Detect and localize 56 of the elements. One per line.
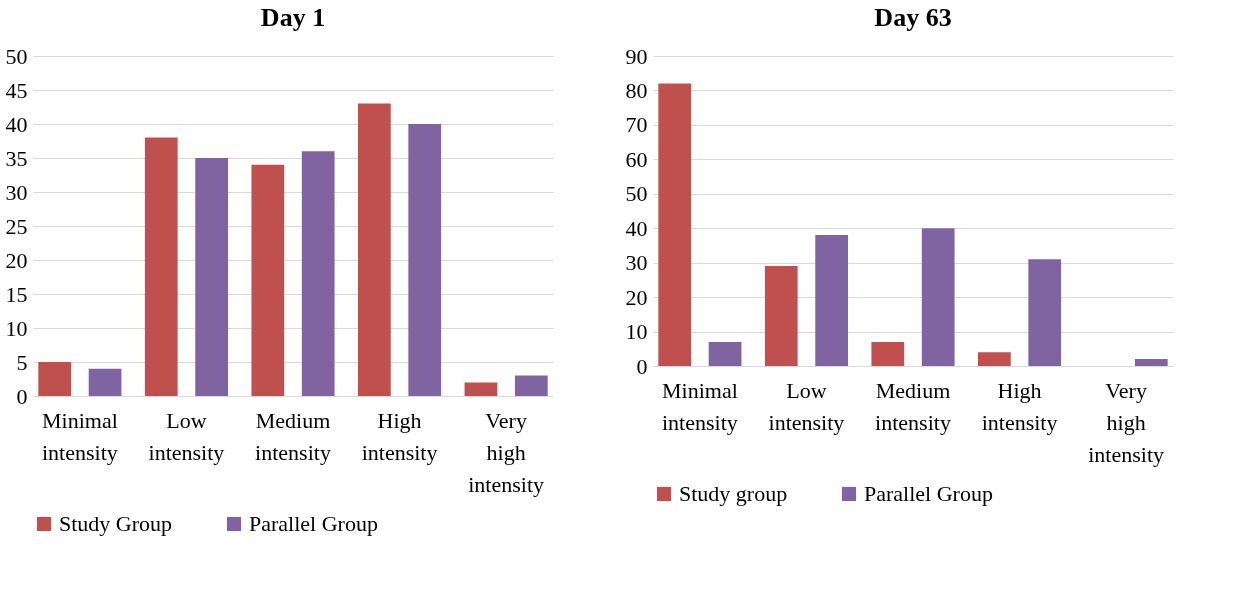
bar (144, 137, 178, 396)
y-tick-label: 60 (625, 146, 648, 172)
y-tick-label: 0 (16, 383, 28, 409)
y-tick-label: 50 (625, 181, 648, 207)
y-tick-label: 5 (16, 349, 28, 375)
chart-title: Day 63 (874, 3, 952, 32)
y-tick-label: 15 (5, 281, 28, 307)
bar (251, 164, 285, 396)
bar (1134, 359, 1168, 366)
bar (871, 341, 905, 366)
y-tick-label: 45 (5, 77, 28, 103)
chart-title: Day 1 (260, 3, 326, 32)
bar (1028, 259, 1062, 366)
y-tick-label: 20 (625, 284, 648, 310)
x-tick-label: Low intensity (148, 407, 225, 465)
bar (815, 235, 848, 366)
y-tick-label: 30 (625, 250, 648, 276)
x-tick-label: High intensity (981, 377, 1058, 435)
bar (658, 83, 692, 366)
bar (38, 362, 72, 396)
legend-label: Parallel Group (249, 511, 378, 536)
bar (464, 382, 498, 396)
bar (921, 228, 955, 366)
bar (514, 375, 548, 396)
y-tick-label: 70 (625, 112, 648, 138)
x-tick-label: Low intensity (768, 377, 845, 435)
y-tick-label: 35 (5, 145, 28, 171)
y-tick-label: 25 (5, 213, 28, 239)
x-tick-label: Medium intensity (875, 377, 951, 435)
y-tick-label: 80 (625, 77, 648, 103)
legend-label: Study group (679, 481, 788, 506)
bar (408, 124, 442, 396)
bar (358, 103, 391, 396)
x-tick-label: Very high intensity (1088, 377, 1165, 467)
y-tick-label: 40 (5, 111, 28, 137)
y-tick-label: 30 (5, 179, 28, 205)
bar (195, 158, 228, 396)
y-tick-label: 90 (625, 43, 648, 69)
bar (708, 341, 742, 366)
x-tick-label: Medium intensity (255, 407, 331, 465)
legend-label: Parallel Group (864, 481, 993, 506)
bar (764, 266, 798, 366)
x-tick-label: High intensity (361, 407, 438, 465)
x-tick-label: Very high intensity (468, 407, 545, 497)
y-tick-label: 20 (5, 247, 28, 273)
y-tick-label: 0 (636, 353, 648, 379)
bar (88, 368, 122, 396)
bar (301, 151, 335, 396)
y-tick-label: 10 (5, 315, 28, 341)
bar (978, 352, 1011, 366)
y-tick-label: 50 (5, 43, 28, 69)
legend-label: Study Group (59, 511, 173, 536)
y-tick-label: 40 (625, 215, 648, 241)
x-tick-label: Minimal intensity (661, 377, 738, 435)
x-tick-label: Minimal intensity (41, 407, 118, 465)
y-tick-label: 10 (625, 319, 648, 345)
